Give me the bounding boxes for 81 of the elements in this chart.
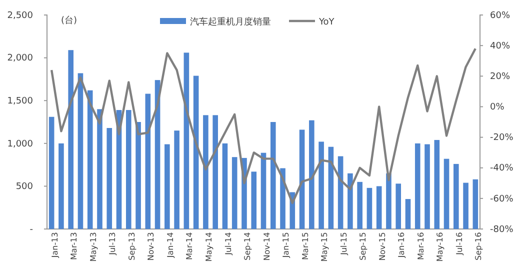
y2-tick-label: -20% [490,133,514,144]
x-tick-label: Nov-14 [262,232,272,261]
bar [454,164,459,229]
x-tick-label: Jul-15 [339,232,348,256]
x-tick-label: Mar-14 [185,232,194,260]
bar [463,182,468,229]
legend-label: YoY [318,18,335,28]
bar [68,50,74,229]
y2-tick-label: 20% [490,72,510,82]
y2-tick-label: 60% [490,10,510,21]
x-tick-label: Sep-15 [358,232,368,260]
x-tick-label: Jan-13 [50,232,60,259]
bar [280,168,286,229]
bar [396,184,402,229]
x-tick-label: Jan-15 [282,232,291,259]
y2-tick-label: 40% [490,41,510,52]
bar [106,128,112,229]
y2-tick-label: 0% [490,102,505,113]
x-tick-label: Mar-15 [300,232,310,260]
bar [174,130,180,229]
x-tick-label: Mar-16 [416,232,426,260]
x-tick-label: Nov-13 [146,232,156,261]
bar [472,179,478,229]
bar [184,52,190,229]
annotation: (台) [61,15,78,26]
x-tick-label: Sep-16 [474,232,484,260]
bar [87,90,93,229]
x-tick-label: Jul-14 [224,232,233,256]
y2-tick-label: -40% [490,164,514,174]
bar [318,142,324,229]
x-tick-label: May-15 [320,232,330,262]
bar [145,94,151,229]
y-tick-label: 2,000 [7,54,34,64]
y-tick-label: - [30,224,33,235]
bar [222,143,228,229]
bar [193,76,199,229]
bar [348,173,353,229]
bar [357,182,362,229]
x-tick-label: May-13 [88,232,98,262]
x-tick-label: Jul-13 [108,232,118,256]
bar [424,144,430,229]
x-tick-label: Jan-16 [397,232,406,259]
bar [164,144,170,229]
x-tick-label: Nov-15 [378,232,387,261]
bar [328,146,334,229]
bar [434,140,440,229]
bar [444,158,450,229]
bar [299,130,305,229]
y2-tick-label: -80% [490,224,514,235]
bar [78,73,84,229]
bar [212,115,218,229]
bar [251,172,257,229]
bar [136,122,141,229]
bar [405,199,411,229]
bar [260,152,266,229]
x-tick-label: May-16 [436,232,445,262]
y2-tick-label: -60% [490,194,514,204]
bar [386,173,392,229]
bar [414,143,420,229]
x-tick-label: May-14 [204,232,214,262]
x-tick-label: Jul-16 [454,232,464,256]
bar [376,186,382,229]
bar [309,120,314,229]
line-series [50,48,477,204]
x-tick-label: Sep-14 [243,232,252,260]
bar [366,188,372,229]
y-tick-label: 500 [16,182,34,192]
bar [97,109,102,229]
bar [270,122,276,229]
bar [48,116,54,229]
bar [232,157,238,229]
y-tick-label: 1,500 [7,96,34,106]
x-tick-label: Sep-13 [127,232,136,260]
y-tick-label: 2,500 [7,10,34,21]
bar [126,110,132,229]
y-tick-label: 1,000 [7,139,34,150]
x-tick-label: Jan-14 [166,232,175,259]
bar [203,115,208,229]
bar [58,143,64,229]
x-tick-label: Mar-13 [70,232,79,260]
legend-label: 汽车起重机月度销量 [190,16,271,28]
